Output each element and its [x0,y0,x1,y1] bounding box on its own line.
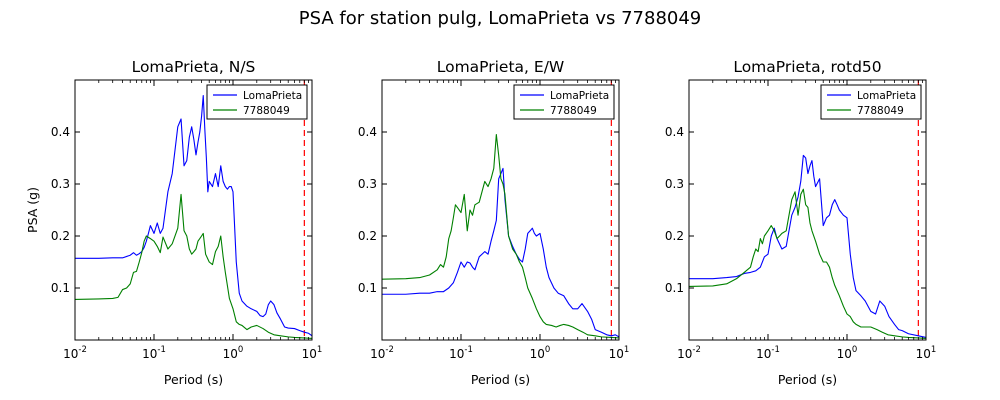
chart-title: LomaPrieta, rotd50 [733,58,881,76]
y-tick-label: 0.2 [665,229,684,243]
x-tick-exponent: -1 [157,345,165,355]
x-tick-base: 10 [63,347,78,361]
legend: LomaPrieta 7788049 [206,84,308,120]
x-tick-base: 10 [449,347,464,361]
plot-area [382,80,619,340]
x-tick-label: 10-1 [142,345,166,361]
chart-panels: LomaPrieta, N/S0.10.20.30.410-2 10-1 100 10… [25,58,936,387]
legend-label: 7788049 [550,105,597,117]
x-tick-label: 100 [530,345,551,361]
x-tick-base: 10 [677,347,692,361]
x-axis-label: Period (s) [164,372,223,387]
x-axis-label: Period (s) [471,372,530,387]
series-line-7788049 [689,188,926,339]
x-tick-exponent: 1 [931,345,936,355]
series-line-lomaprieta [75,95,312,337]
legend: LomaPrieta 7788049 [820,84,922,120]
x-tick-exponent: 0 [852,345,857,355]
series-line-lomaprieta [689,154,926,338]
x-tick-base: 10 [142,347,157,361]
x-tick-label: 100 [837,345,858,361]
legend-box [820,84,922,120]
x-tick-label: 10-1 [756,345,780,361]
y-tick-label: 0.4 [51,125,70,139]
figure-title: PSA for station pulg, LomaPrieta vs 7788… [299,8,702,29]
axes-frame [688,79,927,341]
y-axis-label: PSA (g) [25,187,40,233]
y-tick-label: 0.3 [665,177,684,191]
chart-title: LomaPrieta, E/W [437,58,565,76]
x-tick-base: 10 [916,347,931,361]
y-tick-label: 0.1 [665,281,684,295]
plot-area [689,80,926,340]
x-tick-label: 10-2 [63,345,87,361]
x-tick-base: 10 [223,347,238,361]
x-tick-base: 10 [370,347,385,361]
x-tick-base: 10 [609,347,624,361]
y-tick-label: 0.3 [358,177,377,191]
x-tick-label: 10-2 [677,345,701,361]
x-tick-base: 10 [837,347,852,361]
legend: LomaPrieta 7788049 [513,84,615,120]
y-tick-label: 0.1 [51,281,70,295]
x-tick-label: 100 [223,345,244,361]
y-tick-label: 0.2 [358,229,377,243]
y-tick-label: 0.2 [51,229,70,243]
y-tick-label: 0.3 [51,177,70,191]
series-group [382,80,619,340]
legend-label: LomaPrieta [243,90,302,102]
x-axis-label: Period (s) [778,372,837,387]
legend-box [206,84,308,120]
x-tick-label: 10-1 [449,345,473,361]
series-group [689,80,926,340]
x-tick-exponent: 1 [624,345,629,355]
y-tick-label: 0.4 [665,125,684,139]
y-tick-label: 0.1 [358,281,377,295]
x-tick-label: 10-2 [370,345,394,361]
x-tick-label: 101 [609,345,630,361]
x-tick-base: 10 [530,347,545,361]
y-tick-label: 0.4 [358,125,377,139]
x-tick-exponent: -2 [385,345,393,355]
x-tick-label: 101 [302,345,323,361]
x-tick-exponent: 0 [238,345,243,355]
x-tick-exponent: -1 [464,345,472,355]
series-line-7788049 [75,193,312,339]
legend-label: 7788049 [243,105,290,117]
chart-panel-1: LomaPrieta, N/S0.10.20.30.410-2 10-1 100 10… [25,58,322,387]
x-tick-exponent: -2 [692,345,700,355]
legend-box [513,84,615,120]
plot-area [75,80,312,340]
x-tick-base: 10 [302,347,317,361]
x-tick-label: 101 [916,345,937,361]
axes-frame [381,79,620,341]
series-line-7788049 [382,134,619,339]
x-tick-exponent: 1 [317,345,322,355]
axes-frame [74,79,313,341]
legend-label: LomaPrieta [550,90,609,102]
x-tick-exponent: -2 [78,345,86,355]
chart-panel-2: LomaPrieta, E/W0.10.20.30.410-2 10-1 100 10… [358,58,629,387]
series-group [75,80,312,340]
legend-label: 7788049 [857,105,904,117]
chart-title: LomaPrieta, N/S [132,58,256,76]
x-tick-exponent: -1 [771,345,779,355]
legend-label: LomaPrieta [857,90,916,102]
x-tick-base: 10 [756,347,771,361]
x-tick-exponent: 0 [545,345,550,355]
